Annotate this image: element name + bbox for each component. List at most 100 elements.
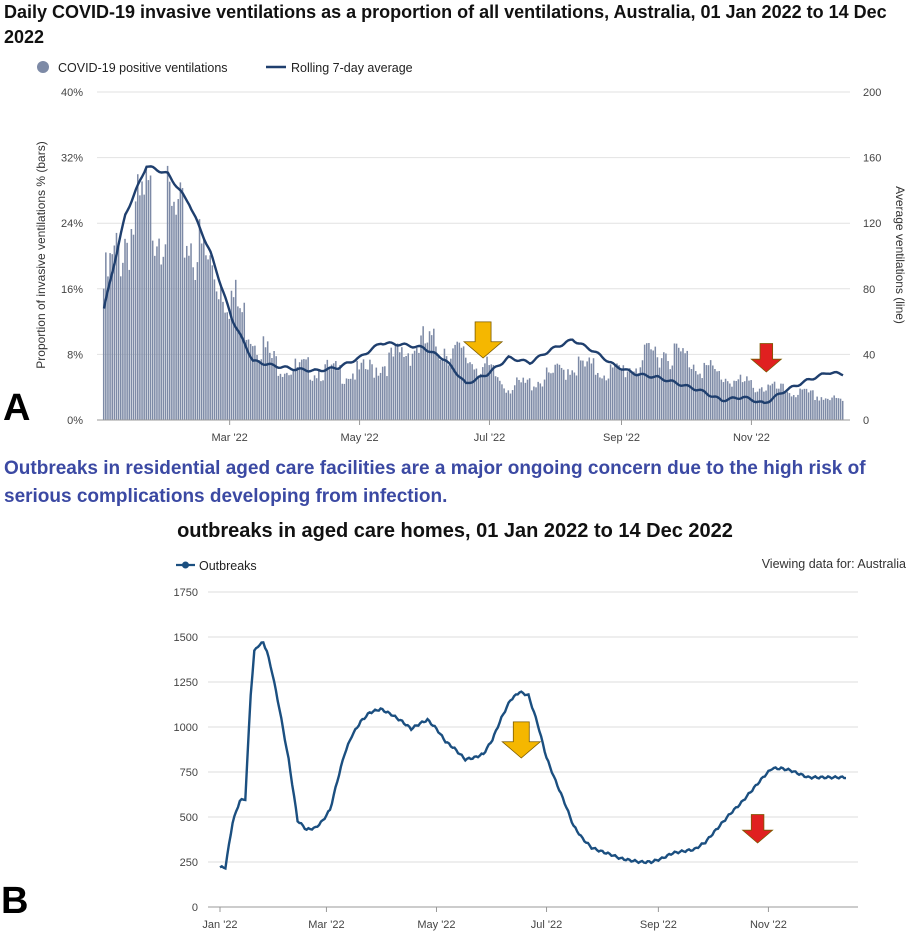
chart-b-y-axis: 0 250 500 750 1000 1250 1500 1750 (174, 587, 198, 914)
bar (364, 369, 367, 420)
bar (211, 265, 214, 420)
chart-b-legend[interactable]: Outbreaks (176, 559, 257, 573)
bar (494, 376, 497, 420)
bar (222, 301, 224, 420)
bar (824, 398, 827, 420)
bar (405, 356, 407, 420)
bar (386, 376, 388, 420)
bar (220, 285, 222, 420)
bar (586, 361, 588, 420)
bar (249, 343, 252, 420)
bar (697, 374, 699, 420)
bar (315, 378, 318, 420)
chart-a-y-axis-label: Proportion of invasive ventilations % (b… (34, 141, 48, 368)
y2-tick-label: 80 (863, 284, 875, 296)
bar (224, 312, 226, 420)
x-tick-label: Jan '22 (202, 919, 237, 931)
bar (484, 363, 486, 420)
y-tick-label: 0 (192, 902, 198, 914)
bar (137, 174, 139, 420)
bar (311, 380, 314, 420)
bar (262, 336, 265, 420)
bar (786, 391, 789, 420)
bar (252, 346, 254, 420)
note-text: Outbreaks in residential aged care facil… (4, 458, 866, 507)
bar (245, 339, 248, 420)
bar (601, 378, 603, 420)
chart-a-bars (102, 165, 844, 420)
panel-b-letter: B (1, 880, 29, 922)
bar (162, 256, 165, 420)
bar (763, 391, 765, 420)
bar (433, 328, 435, 420)
bar (349, 378, 352, 420)
bar (775, 388, 778, 420)
bar (594, 374, 597, 420)
bar (469, 362, 471, 420)
legend-bars-label[interactable]: COVID-19 positive ventilations (58, 61, 228, 75)
bar (554, 364, 556, 420)
bar (818, 400, 821, 420)
bar (641, 360, 644, 420)
bar (614, 364, 616, 420)
bar (198, 219, 201, 420)
bar (200, 243, 203, 420)
bar (307, 357, 309, 420)
bar (213, 279, 216, 420)
bar (558, 364, 561, 420)
legend-line-label[interactable]: Rolling 7-day average (291, 61, 413, 75)
bar (773, 381, 776, 420)
bar (633, 371, 635, 420)
bar (507, 390, 510, 420)
bar (281, 376, 284, 420)
bar (128, 269, 131, 420)
bar (407, 353, 410, 420)
bar (511, 390, 514, 420)
bar (418, 352, 420, 420)
bar (622, 365, 625, 420)
y2-tick-label: 120 (863, 218, 881, 230)
bar (552, 372, 554, 420)
bar (658, 367, 661, 420)
bar (384, 366, 386, 420)
bar (654, 346, 657, 420)
bar (626, 371, 629, 420)
bar (780, 383, 782, 420)
legend-outbreaks-label[interactable]: Outbreaks (199, 559, 257, 573)
bar (352, 373, 354, 420)
chart-a-legend[interactable]: COVID-19 positive ventilations Rolling 7… (37, 61, 413, 75)
bar (286, 372, 288, 420)
bar (692, 364, 695, 420)
bar (390, 347, 392, 420)
bar (660, 358, 663, 420)
bar (603, 375, 605, 420)
bar (290, 374, 292, 420)
bar (377, 375, 380, 420)
bar (341, 383, 343, 420)
bar (643, 344, 646, 420)
bar (126, 242, 128, 420)
bar (430, 335, 433, 420)
bar (482, 367, 484, 420)
y-tick-label: 1500 (174, 632, 198, 644)
bar (375, 367, 378, 420)
red-arrow-annotation (750, 343, 783, 373)
bar (247, 339, 250, 420)
bar (147, 180, 150, 420)
bar (188, 255, 190, 420)
bar (505, 392, 507, 420)
bar (690, 369, 693, 420)
bar (543, 379, 546, 420)
bar (492, 365, 495, 420)
bar (145, 168, 148, 420)
bar (164, 244, 167, 420)
bar (367, 369, 369, 420)
bar (784, 392, 786, 420)
bar (509, 393, 512, 420)
bar (324, 364, 326, 420)
bar (239, 308, 241, 420)
bar (518, 379, 520, 420)
bar (669, 369, 671, 420)
y-tick-label: 32% (61, 153, 83, 165)
